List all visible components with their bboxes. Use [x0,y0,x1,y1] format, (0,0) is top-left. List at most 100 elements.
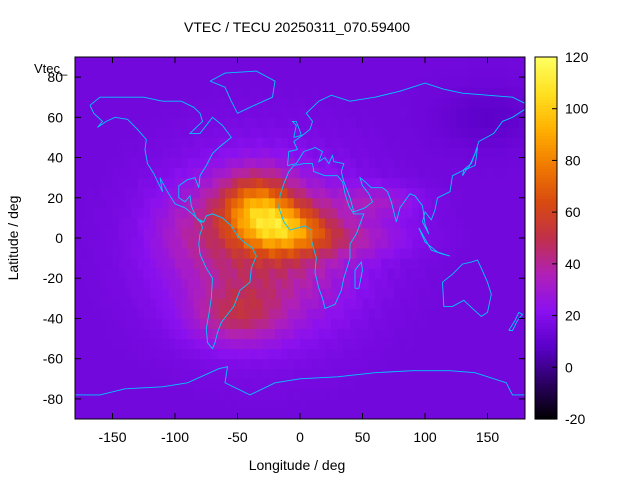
colorbar-step [535,138,557,143]
heatmap-cell [275,147,282,159]
heatmap-cell [218,328,226,340]
heatmap-cell [262,137,270,148]
heatmap-cell [118,308,126,319]
heatmap-cell [356,167,363,179]
heatmap-cell [393,298,401,309]
heatmap-cell [87,157,95,169]
heatmap-cell [462,388,470,400]
heatmap-cell [225,298,232,309]
heatmap-cell [362,238,370,249]
heatmap-cell [406,207,413,219]
coast-madagascar [354,260,363,289]
heatmap-cell [168,278,176,289]
heatmap-cell [493,318,501,329]
heatmap-cell [75,328,82,340]
heatmap-cell [318,167,326,179]
heatmap-cell [287,197,295,209]
heatmap-cell [362,197,370,209]
heatmap-cell [318,288,326,299]
heatmap-cell [506,127,513,138]
heatmap-cell [418,278,426,289]
heatmap-cell [312,378,320,390]
heatmap-cell [387,298,395,309]
heatmap-cell [356,378,363,390]
heatmap-cell [362,278,370,289]
colorbar-step [535,253,557,257]
heatmap-cell [150,117,157,128]
heatmap-cell [237,278,245,289]
heatmap-cell [93,207,101,219]
heatmap-cell [381,318,388,329]
heatmap-cell [362,308,370,319]
colorbar-step [535,132,557,137]
heatmap-cell [418,358,426,370]
heatmap-cell [400,87,407,98]
heatmap-cell [93,338,101,350]
heatmap-cell [318,238,326,249]
heatmap-cell [143,57,151,68]
heatmap-cell [468,368,476,380]
heatmap-cell [418,197,426,209]
heatmap-cell [418,207,426,219]
heatmap-cell [218,268,226,279]
heatmap-cell [443,238,451,249]
heatmap-cell [187,328,195,340]
heatmap-cell [168,378,176,390]
heatmap-cell [362,348,370,360]
heatmap-cell [418,97,426,108]
heatmap-cell [356,238,363,249]
heatmap-cell [368,318,376,329]
heatmap-cell [400,67,407,78]
heatmap-cell [193,248,201,259]
heatmap-cell [131,238,138,249]
heatmap-cell [456,358,463,370]
heatmap-cell [250,408,257,420]
heatmap-cell [275,298,282,309]
heatmap-cell [225,97,232,108]
heatmap-cell [150,398,157,410]
heatmap-cell [431,368,438,380]
heatmap-cell [156,107,163,118]
heatmap-cell [350,137,357,148]
heatmap-cell [431,318,438,329]
heatmap-cell [312,167,320,179]
heatmap-cell [143,308,151,319]
heatmap-cell [312,268,320,279]
heatmap-cell [475,107,482,118]
heatmap-cell [193,97,201,108]
heatmap-cell [137,308,145,319]
heatmap-cell [375,217,382,229]
heatmap-cell [293,177,301,189]
chart-title: VTEC / TECU 20250311_070.59400 [184,19,410,35]
heatmap-cell [425,388,432,400]
heatmap-cell [300,137,307,148]
colorbar-step [535,216,557,221]
heatmap-cell [406,127,413,138]
colorbar-step [535,204,557,209]
heatmap-cell [87,97,95,108]
heatmap-cell [300,378,307,390]
heatmap-cell [87,408,95,420]
heatmap-cell [200,368,207,380]
heatmap-cell [262,147,270,159]
heatmap-cell [356,358,363,370]
heatmap-cell [168,358,176,370]
heatmap-cell [106,137,113,148]
heatmap-cell [337,147,345,159]
heatmap-cell [112,197,120,209]
heatmap-cell [343,238,351,249]
heatmap-cell [400,187,407,199]
heatmap-cell [243,378,251,390]
heatmap-cell [331,97,338,108]
heatmap-cell [237,197,245,209]
heatmap-cell [406,248,413,259]
heatmap-cell [106,77,113,88]
heatmap-cell [156,358,163,370]
heatmap-cell [243,217,251,229]
heatmap-cell [287,157,295,169]
heatmap-cell [206,57,213,68]
heatmap-cell [181,207,188,219]
heatmap-cell [137,207,145,219]
heatmap-cell [256,167,263,179]
heatmap-cell [87,258,95,269]
